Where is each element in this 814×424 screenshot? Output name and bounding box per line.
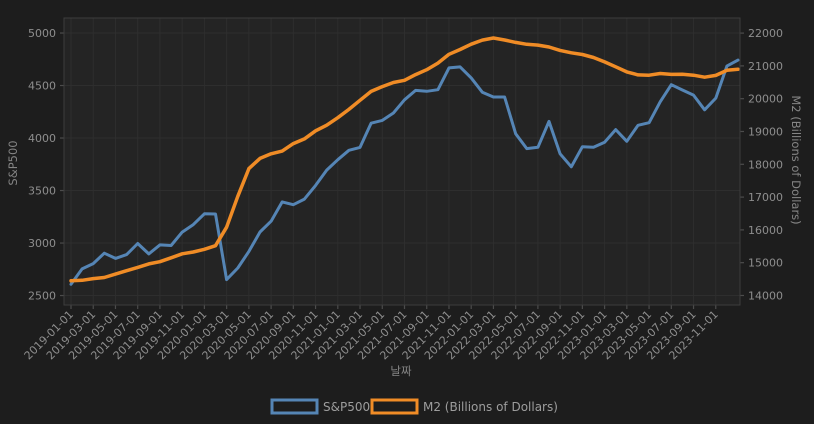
x-tick-labels: 2019-01-012019-03-012019-05-012019-07-01…: [22, 308, 721, 362]
plot-area: [64, 18, 740, 305]
y-tick-label-left: 2500: [28, 290, 56, 303]
y-tick-label-right: 20000: [748, 93, 783, 106]
legend-swatch-sp500: [270, 398, 319, 415]
legend-label-sp500: S&P500: [323, 400, 370, 414]
y-tick-label-left: 4000: [28, 132, 56, 145]
y-tick-label-right: 22000: [748, 27, 783, 40]
y-tick-label-right: 15000: [748, 257, 783, 270]
y-tick-label-right: 19000: [748, 125, 783, 138]
y-tick-label-right: 17000: [748, 191, 783, 204]
y-tick-label-left: 4500: [28, 80, 56, 93]
y-tick-labels-left: 2500 3000 3500 4000 4500 5000: [28, 27, 56, 303]
y-axis-label-right: M2 (Billions of Dollars): [789, 95, 803, 224]
y-axis-label-left: S&P500: [6, 140, 20, 185]
legend: S&P500 M2 (Billions of Dollars): [270, 398, 558, 415]
y-tick-label-right: 21000: [748, 60, 783, 73]
series-layer: [69, 36, 740, 286]
series-line-m2: [69, 36, 740, 283]
tick-layer: [60, 32, 744, 309]
legend-label-m2: M2 (Billions of Dollars): [423, 400, 558, 414]
y-tick-label-right: 16000: [748, 224, 783, 237]
y-tick-label-left: 5000: [28, 27, 56, 40]
legend-swatch-m2: [370, 398, 419, 415]
y-tick-label-left: 3000: [28, 237, 56, 250]
y-tick-label-right: 18000: [748, 158, 783, 171]
y-tick-label-right: 14000: [748, 289, 783, 302]
plot-frame: [63, 17, 741, 306]
y-tick-label-left: 3500: [28, 185, 56, 198]
y-tick-labels-right: 14000 15000 16000 17000 18000 19000 20000 21000…: [748, 27, 783, 302]
series-line-sp500: [69, 58, 740, 286]
x-axis-label: 날짜: [390, 364, 412, 378]
